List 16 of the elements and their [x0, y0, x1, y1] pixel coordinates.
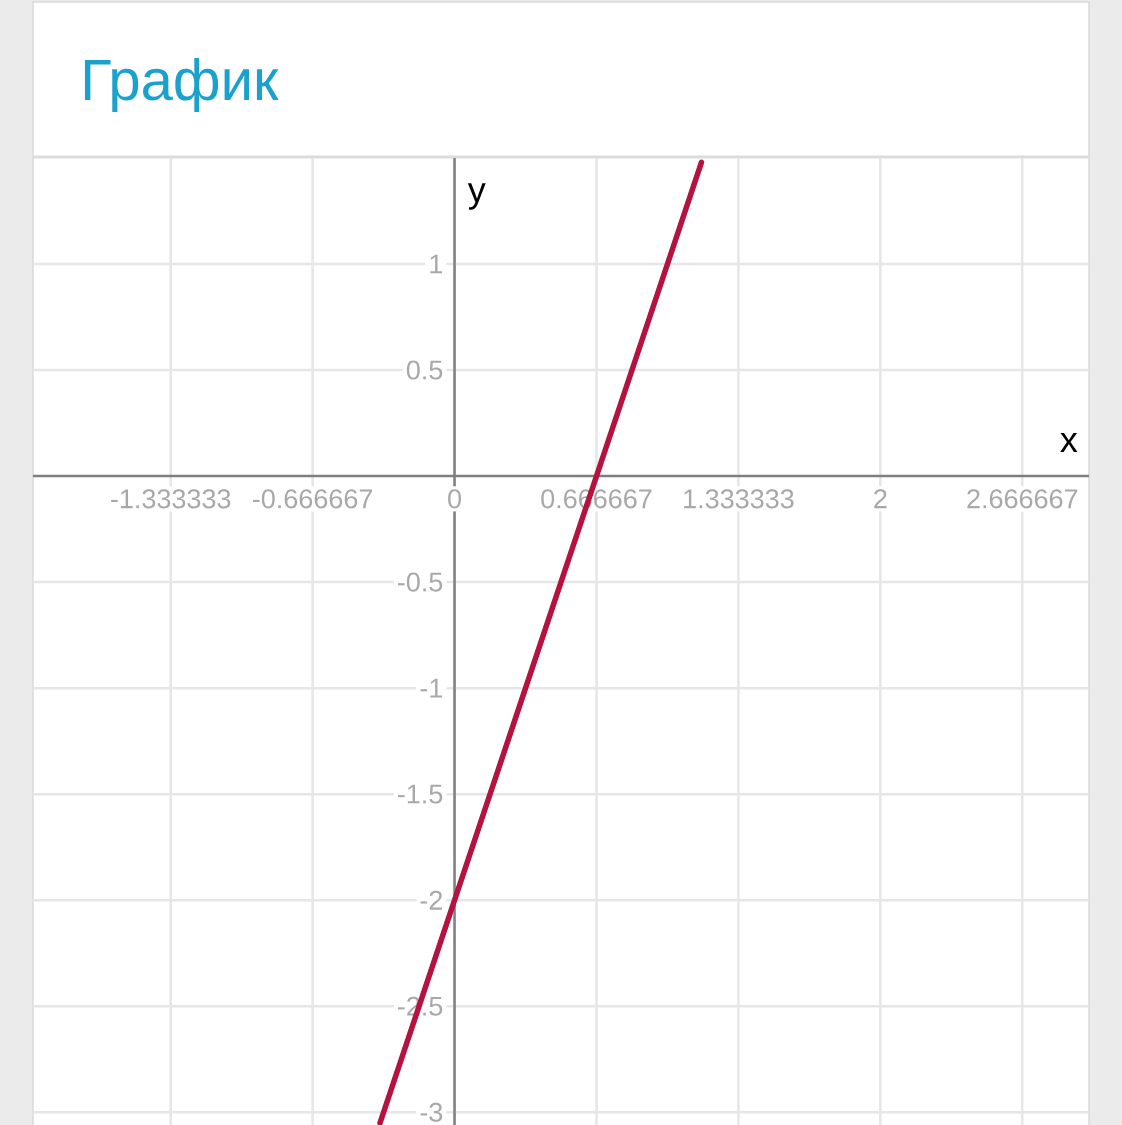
x-tick-label: 0: [448, 489, 461, 509]
y-axis-title: y: [467, 183, 486, 210]
x-tick-label: 1.333333: [684, 489, 794, 509]
y-tick-label: 0.5: [406, 360, 443, 380]
x-axis-title: x: [1060, 432, 1078, 452]
y-tick-label: 1: [430, 254, 443, 274]
y-tick-label: -0.5: [398, 572, 443, 592]
x-tick-label: 2: [874, 489, 887, 509]
y-tick-label: -2: [420, 890, 442, 910]
y-tick-label: -1.5: [398, 784, 443, 804]
y-tick-label: -3: [420, 1102, 443, 1122]
y-tick-label: -1: [420, 678, 443, 698]
x-tick-label: -0.666667: [253, 489, 373, 509]
x-tick-label: -1.333333: [111, 489, 231, 509]
x-tick-label: 2.666667: [967, 489, 1078, 509]
chart-title: График: [84, 57, 279, 113]
